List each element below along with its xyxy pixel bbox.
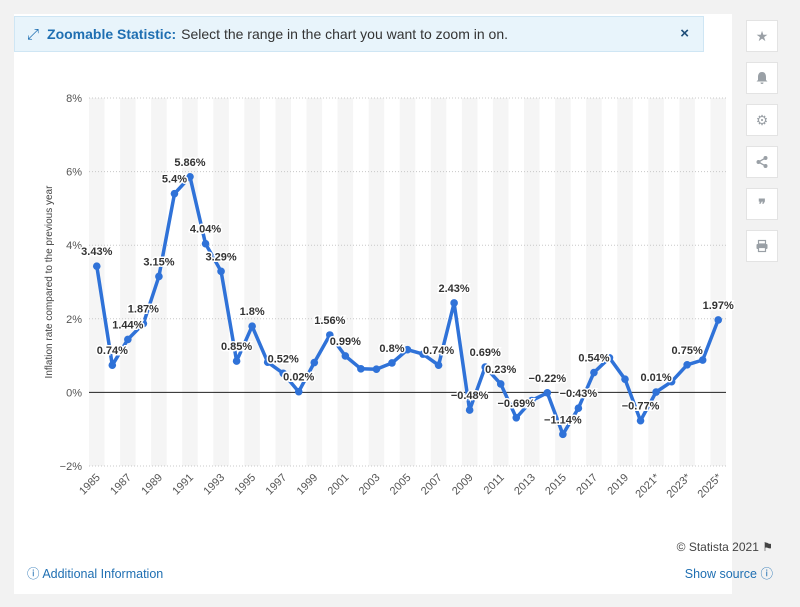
cite-button[interactable]: ❞ xyxy=(746,188,778,220)
additional-information-label: Additional Information xyxy=(42,567,164,581)
quote-icon: ❞ xyxy=(758,195,766,212)
close-banner-button[interactable]: × xyxy=(680,25,689,42)
additional-information-link[interactable]: ⓘ Additional Information xyxy=(27,563,163,582)
notification-button[interactable] xyxy=(746,62,778,94)
copyright-notice: © Statista 2021 ⚑ xyxy=(677,540,773,554)
expand-icon: ⤢ xyxy=(27,25,40,43)
gear-icon: ⚙ xyxy=(755,111,769,128)
show-source-link[interactable]: Show source ⓘ xyxy=(685,563,773,582)
info-icon: ⓘ xyxy=(760,567,773,581)
zoom-banner: ⤢ Zoomable Statistic: Select the range i… xyxy=(14,16,704,52)
print-button[interactable] xyxy=(746,230,778,262)
show-source-label: Show source xyxy=(684,567,757,581)
star-icon: ★ xyxy=(755,27,769,44)
settings-button[interactable]: ⚙ xyxy=(746,104,778,136)
info-icon: ⓘ xyxy=(27,567,40,581)
action-sidebar: ★ ⚙ ❞ xyxy=(746,20,780,272)
share-icon xyxy=(756,156,768,168)
copyright-text: © Statista 2021 xyxy=(676,540,759,554)
banner-text: Select the range in the chart you want t… xyxy=(181,26,509,42)
flag-icon: ⚑ xyxy=(762,540,773,554)
banner-title: Zoomable Statistic: xyxy=(47,26,177,42)
print-icon xyxy=(756,239,768,253)
bell-icon xyxy=(756,72,768,84)
statistic-card xyxy=(14,14,732,594)
share-button[interactable] xyxy=(746,146,778,178)
star-button[interactable]: ★ xyxy=(746,20,778,52)
